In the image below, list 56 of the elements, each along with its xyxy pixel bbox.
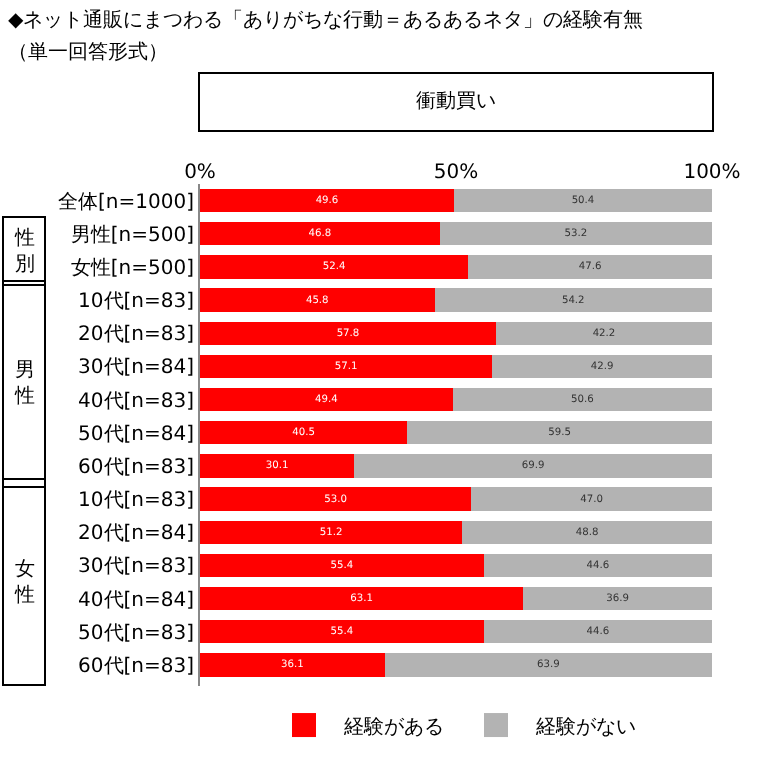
y-tick-label: 全体[n=1000] [58,189,195,214]
bar [407,421,712,445]
bar [471,487,712,511]
bar [354,454,712,478]
legend-label: 経験がない [534,714,636,739]
y-tick-label: 50代[n=84] [78,423,195,446]
bar [492,354,712,379]
bar [200,454,355,478]
y-tick-label: 30代[n=83] [78,556,195,579]
bar [200,620,484,644]
chart-subtitle: （単一回答形式） [8,40,168,64]
x-axis-title: 衝動買い [416,91,496,113]
y-tick-label: 50代[n=83] [78,622,195,645]
y-tick-label: 40代[n=84] [78,589,195,612]
text: 男性 [13,360,35,409]
bar [200,354,493,379]
x-tick-label: 100% [683,162,741,184]
y-tick-label: 10代[n=83] [78,291,195,314]
bar [200,188,454,213]
bar [200,653,385,677]
bar [434,288,712,312]
bar [495,321,712,345]
bar [384,653,712,677]
chart-title: ◆ネット通販にまつわる「ありがちな行動＝あるあるネタ」の経験有無 [8,8,644,32]
bar [483,553,712,578]
bar [200,222,440,246]
bar [200,421,408,445]
y-tick-label: 20代[n=83] [78,324,195,347]
text: 女性 [13,557,35,608]
bar [200,553,484,578]
bar [200,387,453,412]
bar [200,487,472,511]
bar [200,586,524,611]
bar [200,321,496,345]
legend-label: 経験がある [342,714,444,739]
x-tick-label: 0% [184,162,216,184]
bar [462,520,712,544]
y-tick-label: 男性[n=500] [70,222,195,247]
y-tick-label: 40代[n=83] [78,390,195,413]
bar [483,620,712,644]
bar [439,222,712,246]
bar [200,520,463,544]
y-tick-label: 女性[n=500] [70,255,195,280]
bar [468,255,712,279]
y-tick-label: 60代[n=83] [78,456,195,479]
bar [200,288,435,312]
bar [200,255,469,279]
y-tick-label: 20代[n=84] [78,523,195,546]
bar [453,188,712,213]
text: 性別 [13,225,35,276]
bar [452,387,712,412]
bar [523,586,712,611]
y-tick-label: 30代[n=84] [78,357,195,380]
x-tick-label: 50% [433,162,479,184]
y-tick-label: 10代[n=83] [78,490,195,513]
y-tick-label: 60代[n=83] [78,655,195,678]
